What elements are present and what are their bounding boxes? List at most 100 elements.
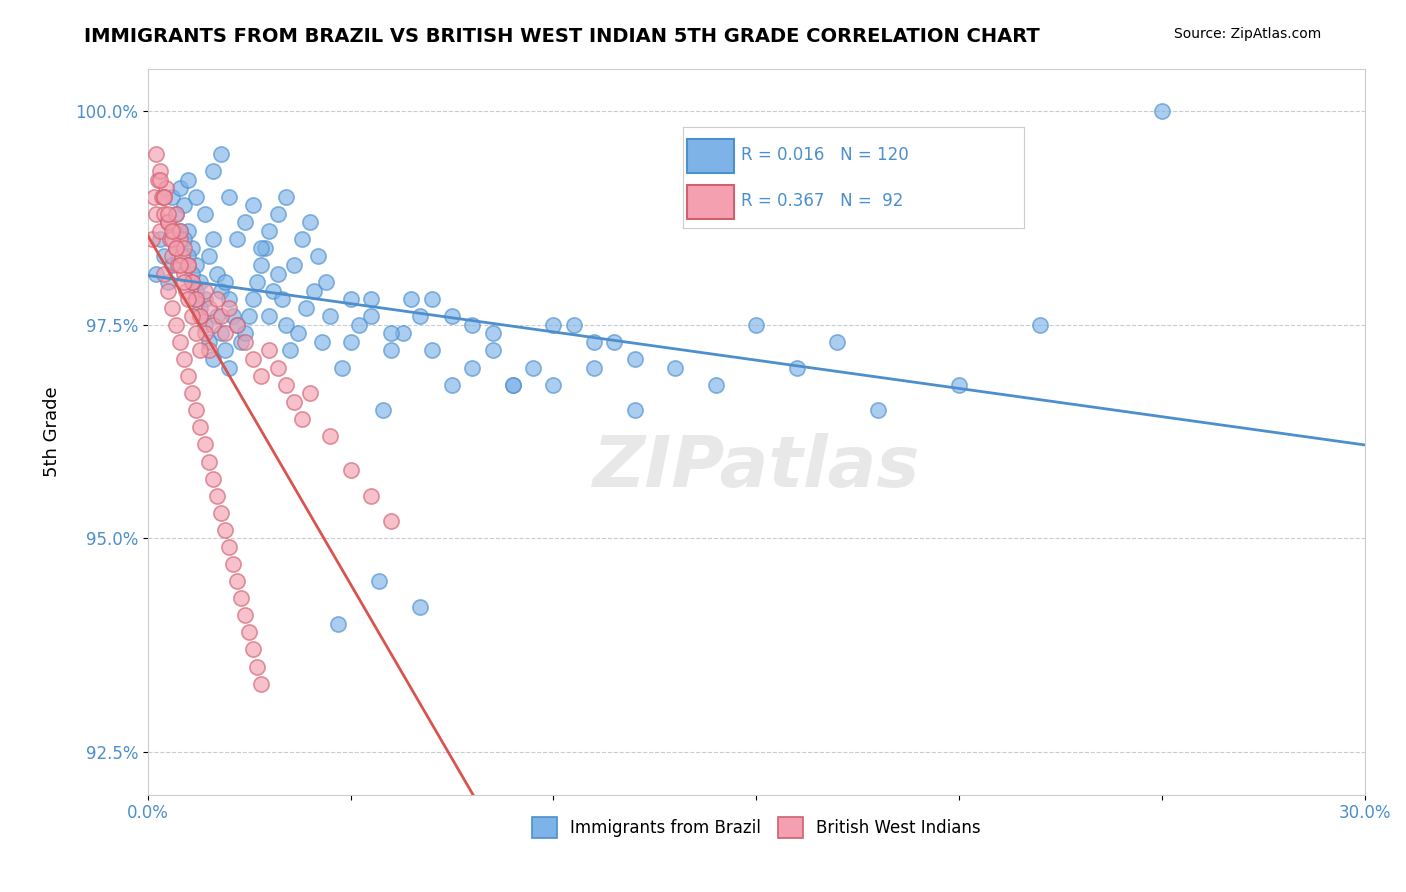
Point [291,232,314,246]
Point [392,326,415,341]
Point [193,207,215,221]
Point [250,258,273,272]
Point [218,540,240,554]
Point [201,232,224,246]
Point [218,292,240,306]
Point [160,224,183,238]
Point [948,377,970,392]
Point [156,215,179,229]
Point [160,301,183,315]
Point [360,292,382,306]
Point [266,267,288,281]
Point [181,275,204,289]
Point [226,318,249,332]
Point [173,351,195,366]
Point [153,189,176,203]
Point [582,360,605,375]
Point [169,334,191,349]
Point [197,334,219,349]
Point [186,292,208,306]
Point [201,351,224,366]
Point [190,420,212,434]
Legend: Immigrants from Brazil, British West Indians: Immigrants from Brazil, British West Ind… [526,811,987,845]
Point [222,310,245,324]
Point [169,224,191,238]
Point [165,241,187,255]
Point [173,241,195,255]
Point [190,301,212,315]
Point [149,164,172,178]
Point [420,343,443,358]
Point [368,574,391,588]
Point [186,326,208,341]
Point [218,360,240,375]
Point [263,284,285,298]
Point [160,250,183,264]
Point [246,659,269,673]
Text: Source: ZipAtlas.com: Source: ZipAtlas.com [1174,27,1322,41]
Point [1029,318,1052,332]
Point [786,360,808,375]
Point [177,172,200,186]
Point [201,472,224,486]
Point [201,164,224,178]
Point [181,310,204,324]
Point [156,284,179,298]
Point [328,616,350,631]
Point [156,275,179,289]
Point [177,369,200,384]
Point [623,351,645,366]
Point [218,189,240,203]
Text: ZIPatlas: ZIPatlas [592,434,920,502]
Point [408,310,430,324]
Point [165,241,187,255]
Point [278,343,301,358]
Point [298,215,321,229]
Point [339,463,361,477]
Point [197,454,219,468]
Point [150,189,173,203]
Point [142,189,165,203]
Point [233,334,256,349]
Point [165,207,187,221]
Point [274,318,297,332]
Point [347,318,370,332]
Point [270,292,292,306]
Point [169,258,191,272]
Point [153,207,176,221]
Point [214,326,236,341]
Point [339,334,361,349]
Point [233,215,256,229]
Point [209,326,232,341]
Point [193,326,215,341]
Point [156,207,179,221]
Point [156,215,179,229]
Point [274,189,297,203]
Point [165,318,187,332]
Point [193,437,215,451]
Point [146,172,169,186]
Point [380,514,402,528]
Point [380,343,402,358]
Point [481,343,503,358]
Point [522,360,544,375]
Y-axis label: 5th Grade: 5th Grade [44,386,60,477]
Point [173,232,195,246]
Point [745,318,768,332]
Point [582,334,605,349]
Point [440,310,463,324]
Point [543,377,565,392]
Point [173,198,195,212]
Point [186,292,208,306]
Point [242,198,264,212]
Point [866,403,889,417]
Point [420,292,443,306]
Point [226,318,249,332]
Point [167,258,190,272]
Point [197,250,219,264]
Point [291,412,314,426]
Point [360,310,382,324]
Point [190,310,212,324]
Point [408,599,430,614]
Point [250,369,273,384]
